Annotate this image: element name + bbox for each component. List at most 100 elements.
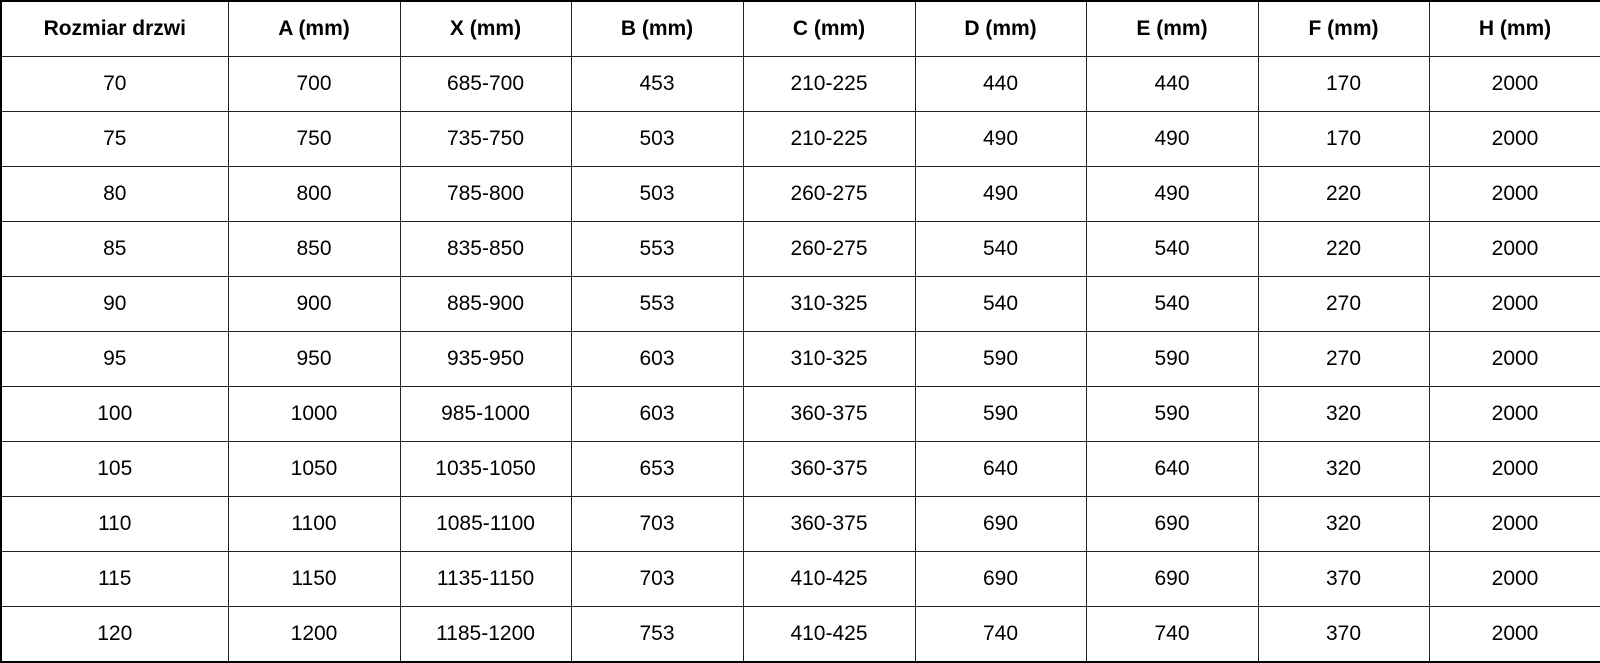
table-cell: 750	[227, 111, 401, 167]
table-cell: 2000	[1428, 606, 1600, 663]
table-cell: 700	[227, 56, 401, 112]
table-cell: 80	[0, 166, 229, 222]
table-cell: 540	[914, 276, 1087, 332]
table-cell: 105	[0, 441, 229, 497]
table-cell: 2000	[1428, 441, 1600, 497]
table-cell: 2000	[1428, 221, 1600, 277]
table-cell: 490	[1085, 166, 1259, 222]
table-cell: 2000	[1428, 56, 1600, 112]
table-cell: 703	[570, 496, 744, 552]
column-header: E (mm)	[1085, 0, 1259, 57]
table-cell: 170	[1257, 111, 1430, 167]
table-row: 90 900 885-900 553 310-325 540 540 270 2000	[0, 276, 1600, 332]
table-cell: 2000	[1428, 276, 1600, 332]
table-cell: 360-375	[742, 386, 916, 442]
table-row: 95 950 935-950 603 310-325 590 590 270 2000	[0, 331, 1600, 387]
table-cell: 100	[0, 386, 229, 442]
table-cell: 2000	[1428, 331, 1600, 387]
table-row: 85 850 835-850 553 260-275 540 540 220 2000	[0, 221, 1600, 277]
table-cell: 1085-1100	[399, 496, 572, 552]
table-cell: 1185-1200	[399, 606, 572, 663]
table-cell: 1100	[227, 496, 401, 552]
table-cell: 120	[0, 606, 229, 663]
table-cell: 503	[570, 166, 744, 222]
column-header: A (mm)	[227, 0, 401, 57]
table-cell: 270	[1257, 331, 1430, 387]
table-cell: 690	[1085, 551, 1259, 607]
table-cell: 2000	[1428, 111, 1600, 167]
table-cell: 1050	[227, 441, 401, 497]
table-cell: 490	[914, 111, 1087, 167]
table-cell: 553	[570, 221, 744, 277]
table-row: 75 750 735-750 503 210-225 490 490 170 2000	[0, 111, 1600, 167]
table-cell: 1000	[227, 386, 401, 442]
table-cell: 640	[1085, 441, 1259, 497]
table-cell: 553	[570, 276, 744, 332]
table-cell: 503	[570, 111, 744, 167]
table-body: 70 700 685-700 453 210-225 440 440 170 2000 75 750…	[0, 56, 1600, 663]
table-cell: 753	[570, 606, 744, 663]
table-cell: 540	[1085, 221, 1259, 277]
table-cell: 320	[1257, 496, 1430, 552]
table-cell: 85	[0, 221, 229, 277]
table-cell: 2000	[1428, 496, 1600, 552]
table-cell: 410-425	[742, 606, 916, 663]
column-header: D (mm)	[914, 0, 1087, 57]
table-cell: 170	[1257, 56, 1430, 112]
table-cell: 210-225	[742, 111, 916, 167]
column-header: X (mm)	[399, 0, 572, 57]
table-cell: 703	[570, 551, 744, 607]
table-row: 80 800 785-800 503 260-275 490 490 220 2000	[0, 166, 1600, 222]
table-cell: 440	[1085, 56, 1259, 112]
table-cell: 850	[227, 221, 401, 277]
table-cell: 440	[914, 56, 1087, 112]
table-cell: 220	[1257, 166, 1430, 222]
header-row: Rozmiar drzwi A (mm) X (mm) B (mm) C (mm) D (…	[0, 0, 1600, 57]
table-cell: 740	[1085, 606, 1259, 663]
table-cell: 885-900	[399, 276, 572, 332]
table-cell: 740	[914, 606, 1087, 663]
table-cell: 260-275	[742, 166, 916, 222]
table-cell: 735-750	[399, 111, 572, 167]
table-cell: 540	[1085, 276, 1259, 332]
table-cell: 690	[914, 551, 1087, 607]
table-cell: 2000	[1428, 551, 1600, 607]
table-row: 100 1000 985-1000 603 360-375 590 590 320 2000	[0, 386, 1600, 442]
table-cell: 410-425	[742, 551, 916, 607]
table-cell: 950	[227, 331, 401, 387]
table-row: 120 1200 1185-1200 753 410-425 740 740 370 2000	[0, 606, 1600, 663]
table-cell: 1150	[227, 551, 401, 607]
table-cell: 2000	[1428, 166, 1600, 222]
table-cell: 540	[914, 221, 1087, 277]
table-cell: 590	[914, 386, 1087, 442]
table-cell: 490	[914, 166, 1087, 222]
table-cell: 603	[570, 386, 744, 442]
table-cell: 370	[1257, 551, 1430, 607]
table-cell: 70	[0, 56, 229, 112]
table-cell: 835-850	[399, 221, 572, 277]
table-cell: 640	[914, 441, 1087, 497]
table-cell: 115	[0, 551, 229, 607]
table-cell: 2000	[1428, 386, 1600, 442]
table-cell: 1135-1150	[399, 551, 572, 607]
table-cell: 320	[1257, 441, 1430, 497]
table-cell: 270	[1257, 276, 1430, 332]
column-header: Rozmiar drzwi	[0, 0, 229, 57]
table-row: 70 700 685-700 453 210-225 440 440 170 2000	[0, 56, 1600, 112]
table-cell: 690	[914, 496, 1087, 552]
table-cell: 110	[0, 496, 229, 552]
table-cell: 1200	[227, 606, 401, 663]
column-header: C (mm)	[742, 0, 916, 57]
table-cell: 453	[570, 56, 744, 112]
table-cell: 210-225	[742, 56, 916, 112]
table-row: 110 1100 1085-1100 703 360-375 690 690 320 2000	[0, 496, 1600, 552]
table-cell: 360-375	[742, 496, 916, 552]
table-cell: 90	[0, 276, 229, 332]
table-cell: 690	[1085, 496, 1259, 552]
table-cell: 590	[914, 331, 1087, 387]
table-cell: 653	[570, 441, 744, 497]
table-cell: 985-1000	[399, 386, 572, 442]
table-cell: 260-275	[742, 221, 916, 277]
table-cell: 360-375	[742, 441, 916, 497]
